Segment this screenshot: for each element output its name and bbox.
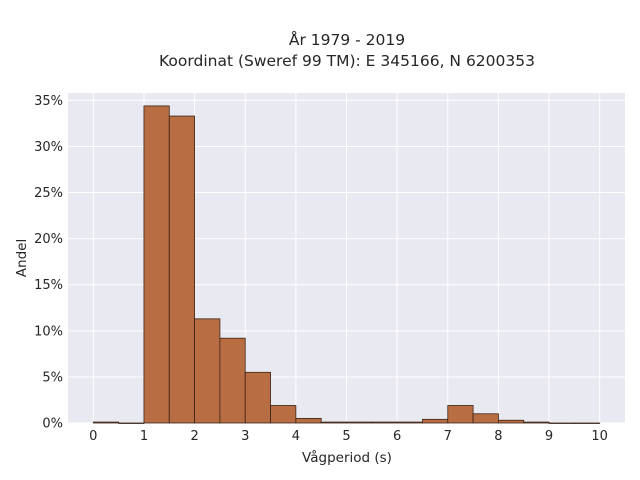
x-tick-label: 8 [494,429,502,444]
histogram-bar [219,337,246,424]
histogram-bar [472,413,499,424]
histogram-bar [498,419,525,424]
y-tick-label: 0% [42,417,63,432]
x-tick-label: 7 [444,429,452,444]
histogram-bar [295,417,322,424]
histogram-bar [422,418,449,424]
x-tick-label: 0 [89,429,97,444]
y-tick-label: 30% [34,140,63,155]
x-tick-label: 9 [545,429,553,444]
x-tick-label: 2 [190,429,198,444]
histogram-bar [573,422,601,424]
histogram-bar [346,421,373,424]
x-tick-label: 1 [140,429,148,444]
x-tick-label: 10 [591,429,608,444]
x-tick-label: 3 [241,429,249,444]
chart-title-line-2: Koordinat (Sweref 99 TM): E 345166, N 62… [159,52,535,70]
y-tick-label: 25% [34,186,63,201]
x-tick-label: 5 [342,429,350,444]
histogram-bar [447,405,474,424]
histogram-bar [396,421,423,424]
y-tick-label: 35% [34,94,63,109]
histogram-bar [194,318,221,424]
y-tick-label: 15% [34,278,63,293]
x-axis-label: Vågperiod (s) [302,449,392,466]
histogram-bar [548,422,575,424]
histogram-bars [92,105,601,424]
chart-title-line-1: År 1979 - 2019 [289,30,405,49]
x-axis-ticks: 0 1 2 3 4 5 6 7 8 9 10 [89,429,608,444]
histogram-bar [270,405,297,424]
y-tick-label: 5% [42,370,63,385]
histogram-bar [118,422,145,424]
histogram-bar [244,371,271,424]
histogram-bar [92,421,120,424]
x-tick-label: 4 [292,429,300,444]
histogram-bar [168,115,195,424]
y-axis-ticks: 0% 5% 10% 15% 20% 25% 30% 35% [34,94,63,432]
y-axis-label: Andel [14,239,30,277]
y-tick-label: 20% [34,232,63,247]
y-tick-label: 10% [34,324,63,339]
histogram-bar [371,421,398,424]
histogram-bar [143,105,170,424]
x-tick-label: 6 [393,429,401,444]
histogram-bar [320,421,347,424]
histogram-bar [523,421,550,424]
